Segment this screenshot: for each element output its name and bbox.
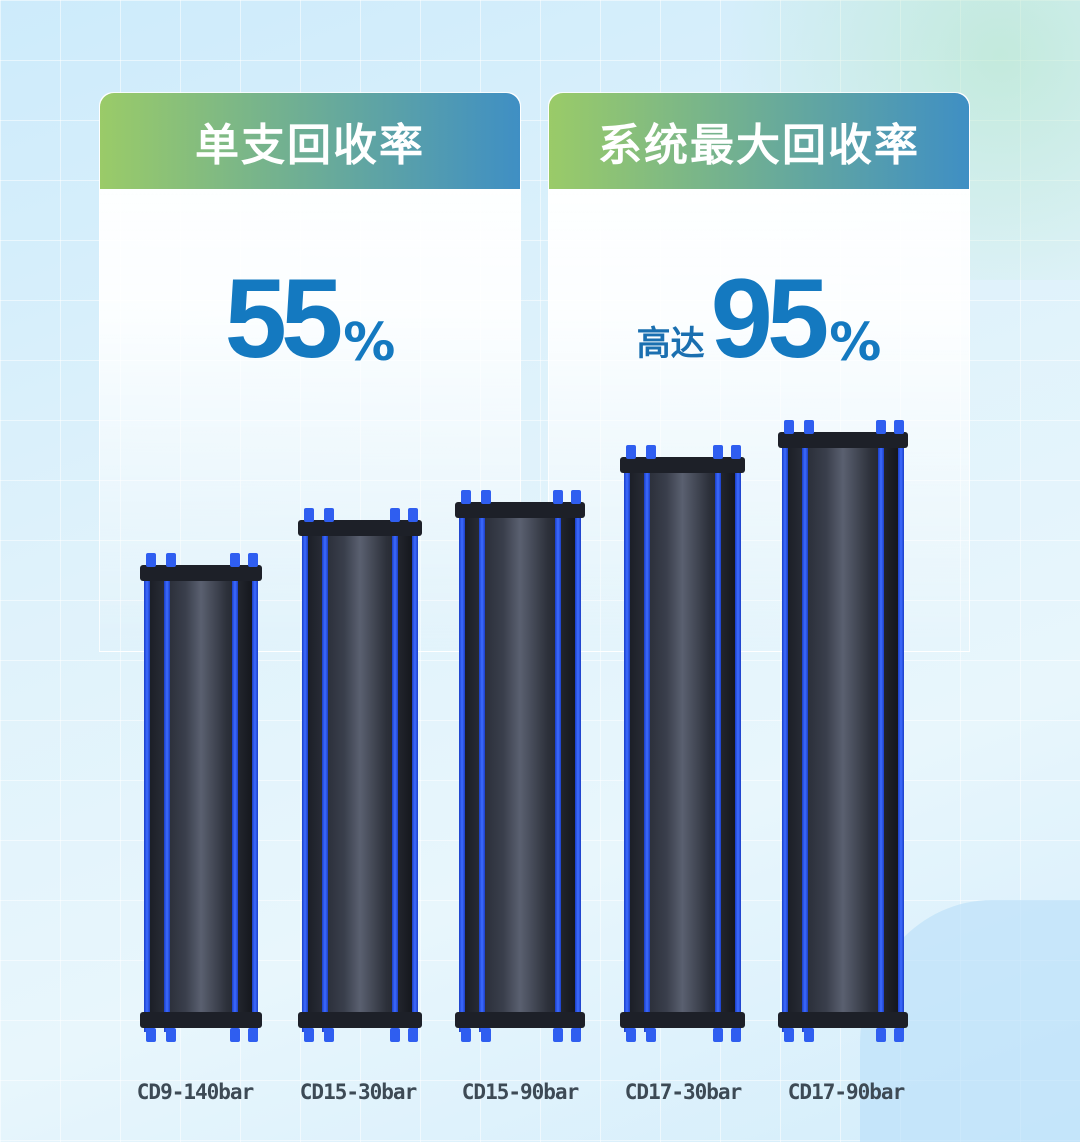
stat-prefix: 高达 <box>636 324 705 364</box>
product-label: CD15-90bar <box>461 1080 579 1104</box>
recovery-stat: 高达 95 % <box>549 263 969 375</box>
stat-unit: % <box>343 313 396 373</box>
pressure-vessel-image <box>778 420 908 1042</box>
product-label: CD9-140bar <box>136 1080 254 1104</box>
pressure-vessel-image <box>455 490 585 1042</box>
product-label: CD17-90bar <box>787 1080 905 1104</box>
pressure-vessel-image <box>620 445 745 1042</box>
stat-value: 55 <box>224 256 344 381</box>
pressure-vessel-image <box>298 508 422 1042</box>
product-label: CD17-30bar <box>624 1080 742 1104</box>
card-title: 系统最大回收率 <box>549 93 969 189</box>
pressure-vessel-image <box>140 553 262 1042</box>
card-title: 单支回收率 <box>100 93 520 189</box>
product-label: CD15-30bar <box>299 1080 417 1104</box>
recovery-stat: 55 % <box>100 263 520 375</box>
stat-unit: % <box>829 313 882 373</box>
stat-value: 95 <box>710 256 830 381</box>
